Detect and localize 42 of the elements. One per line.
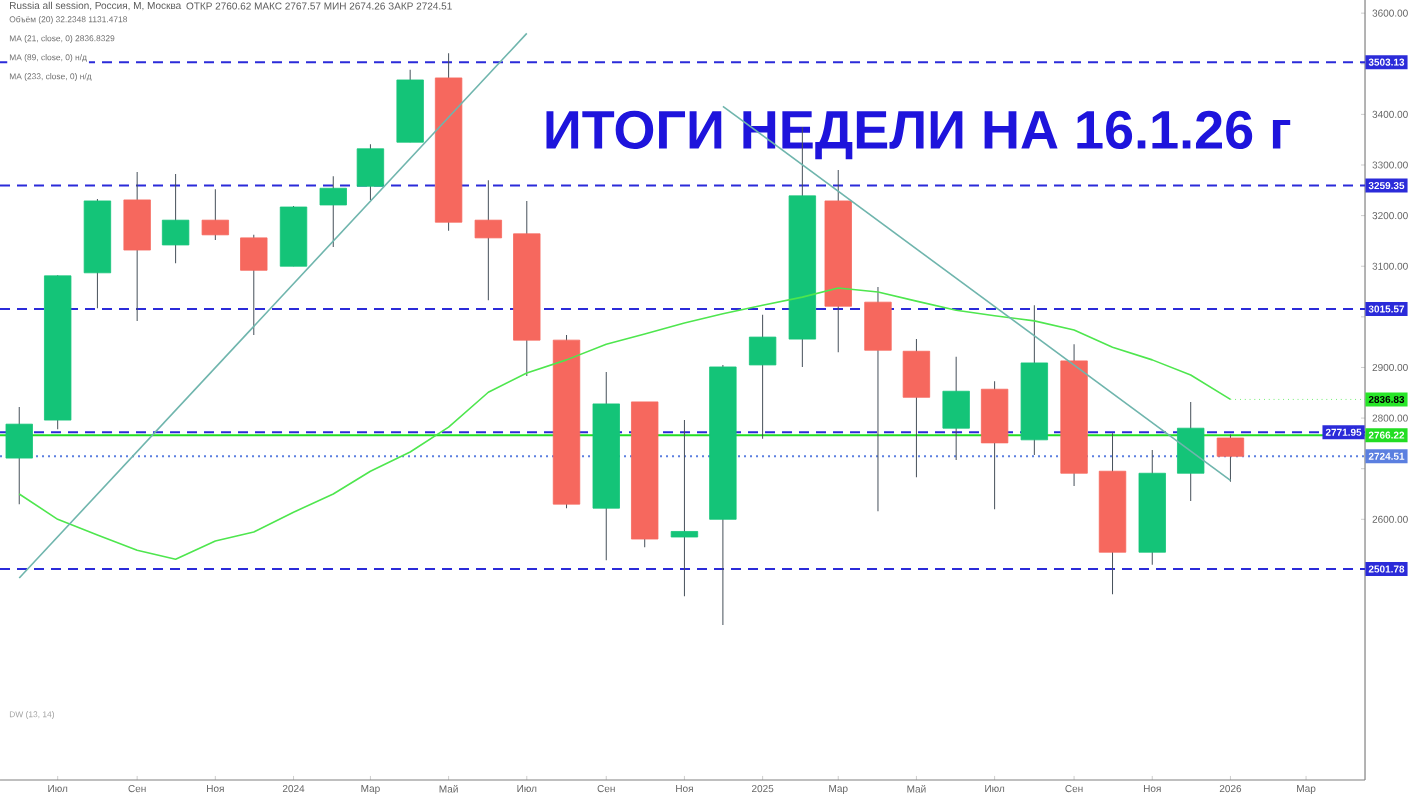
- annotation: DW (13, 14): [9, 711, 54, 719]
- annotation: ОТКР 2760.62 МАКС 2767.57 МИН 2674.26 ЗАКР 2724.51: [186, 2, 452, 10]
- ref-line-label: 2766.22: [1368, 431, 1405, 439]
- candlestick: [670, 419, 699, 597]
- ref-line-label: 2501.78: [1368, 565, 1405, 573]
- annotation: MA (89, close, 0) н/д: [9, 54, 87, 62]
- x-tick-label: Мар: [829, 785, 848, 794]
- y-tick-label: 3300.00: [1372, 161, 1408, 169]
- y-tick-label: 3100.00: [1372, 262, 1408, 270]
- x-tick-label: Сен: [1065, 785, 1083, 793]
- x-tick-label: Ноя: [207, 785, 224, 793]
- ref-line-label: 3259.35: [1368, 182, 1405, 190]
- line-series: [18, 287, 1232, 561]
- x-tick-label: Сен: [128, 785, 146, 793]
- y-tick-label: 2600.00: [1372, 515, 1408, 523]
- y-tick-label: 3200.00: [1372, 212, 1408, 220]
- x-tick-label: Июл: [985, 785, 1005, 793]
- annotation: Russia all session, Россия, M, Москва: [10, 1, 182, 11]
- x-tick-label: 2024: [282, 785, 305, 793]
- annotation: 2836.83: [1368, 395, 1405, 403]
- x-tick-label: Июл: [48, 785, 68, 793]
- x-tick-label: Ноя: [1143, 785, 1161, 793]
- annotation: Объём (20) 32.2348 1131.4718: [9, 16, 128, 24]
- x-tick-label: 2026: [1219, 785, 1242, 793]
- y-tick-label: 3600.00: [1372, 9, 1408, 17]
- annotation: MA (233, close, 0) н/д: [9, 73, 92, 81]
- ref-line-label: 3015.57: [1368, 305, 1405, 313]
- ref-line-label: 3503.13: [1368, 58, 1405, 66]
- ref-line-label: 2724.51: [1368, 452, 1405, 460]
- ref-line-label: 2771.95: [1325, 428, 1362, 436]
- x-tick-label: Май: [439, 785, 458, 793]
- x-tick-label: 2025: [752, 785, 774, 793]
- x-tick-label: Мар: [361, 785, 380, 794]
- y-tick-label: 2900.00: [1372, 363, 1408, 371]
- x-tick-label: Сен: [597, 785, 615, 793]
- annotation: MA (21, close, 0) 2836.8329: [9, 35, 115, 43]
- y-tick-label: 3400.00: [1372, 110, 1408, 118]
- x-tick-label: Мар: [1297, 785, 1316, 794]
- x-tick-label: Июл: [517, 785, 537, 793]
- y-tick-label: 2800.00: [1372, 414, 1408, 422]
- x-tick-label: Ноя: [676, 785, 693, 793]
- x-tick-label: Май: [907, 785, 926, 793]
